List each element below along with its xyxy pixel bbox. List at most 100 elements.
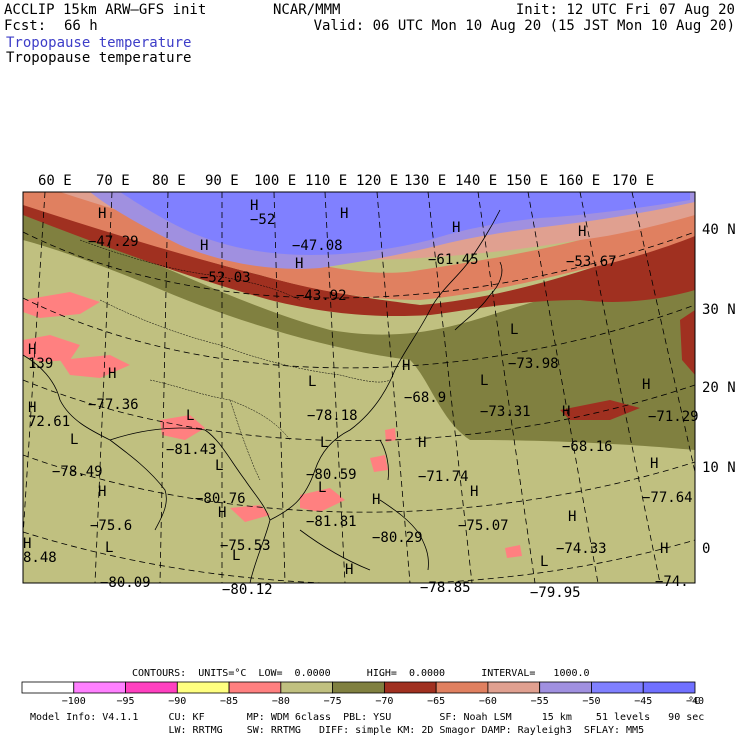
pressure-center-letter: L	[186, 408, 194, 424]
pressure-center-value: −80.29	[372, 530, 423, 546]
colorbar-tick-label: −55	[531, 696, 549, 707]
pressure-center-letter: H	[250, 198, 258, 214]
longitude-label: 160 E	[558, 173, 600, 189]
pressure-center-letter: L	[320, 435, 328, 451]
contour-info: CONTOURS: UNITS=°C LOW= 0.0000 HIGH= 0.0…	[132, 668, 590, 679]
pressure-center-letter: L	[318, 480, 326, 496]
longitude-label: 90 E	[205, 173, 239, 189]
pressure-center-value: −71.74	[418, 469, 469, 485]
center-name: NCAR/MMM	[273, 2, 341, 18]
colorbar-tick-label: −95	[117, 696, 135, 707]
pressure-center-value: −77.64	[642, 490, 693, 506]
latitude-label: 20 N	[702, 380, 736, 396]
pressure-center-letter: H	[418, 435, 426, 451]
colorbar-swatch	[176, 681, 230, 694]
model-info-line-2: LW: RRTMG SW: RRTMG DIFF: simple KM: 2D …	[30, 725, 645, 736]
valid-time: Valid: 06 UTC Mon 10 Aug 20 (15 JST Mon …	[313, 18, 735, 34]
pressure-center-value: −61.45	[428, 252, 479, 268]
pressure-center-value: −78.18	[307, 408, 358, 424]
pressure-center-letter: H	[578, 224, 586, 240]
pressure-center-value: −73.31	[480, 404, 531, 420]
longitude-label: 140 E	[455, 173, 497, 189]
pressure-center-value: −68.16	[562, 439, 613, 455]
pressure-center-letter: H	[295, 256, 303, 272]
colorbar-swatch	[125, 681, 178, 694]
pressure-center-letter: H	[372, 492, 380, 508]
colorbar-swatch	[591, 681, 644, 694]
pressure-center-letter: H	[340, 206, 348, 222]
colorbar-tick-label: −80	[272, 696, 290, 707]
lat-lon-grid	[23, 192, 695, 583]
init-time: Init: 12 UTC Fri 07 Aug 20	[515, 2, 735, 18]
colorbar-swatch	[280, 681, 334, 694]
pressure-center-value: 8.48	[23, 550, 57, 566]
pressure-center-value: −80.12	[222, 582, 273, 598]
pressure-center-value: 72.61	[28, 414, 70, 430]
colorbar-swatch	[73, 681, 126, 694]
pressure-center-value: −78.85	[420, 580, 471, 596]
longitude-label: 150 E	[506, 173, 548, 189]
colorbar-swatch	[487, 681, 541, 694]
pressure-center-value: −78.49	[52, 464, 103, 480]
longitude-label: 170 E	[612, 173, 654, 189]
model-info-line-1: Model Info: V4.1.1 CU: KF MP: WDM 6class…	[30, 712, 705, 723]
pressure-center-value: −75.6	[90, 518, 132, 534]
longitude-label: 60 E	[38, 173, 72, 189]
pressure-center-letter: H	[98, 484, 106, 500]
longitude-labels: 60 E 70 E 80 E 90 E 100 E 110 E 120 E 130 E 140 …	[38, 173, 654, 189]
pressure-center-letter: H	[108, 366, 116, 382]
pressure-center-letter: H	[28, 400, 36, 416]
pressure-center-letter: H	[642, 377, 650, 393]
pressure-center-value: −43.92	[296, 288, 347, 304]
colorbar-unit: °C	[688, 696, 700, 707]
colorbar-labels: −100 −95 −90 −85 −80 −75 −70 −65 −60 −55 −50 −45 −40	[62, 696, 704, 707]
pressure-center-letter: H	[470, 484, 478, 500]
pressure-center-value: −52	[250, 212, 275, 228]
longitude-label: 130 E	[404, 173, 446, 189]
pressure-center-letter: L	[308, 374, 316, 390]
pressure-center-value: −80.09	[100, 575, 151, 591]
pressure-center-letter: H	[562, 404, 570, 420]
pressure-center-letter: H	[98, 206, 106, 222]
pressure-center-letter: H	[345, 562, 353, 578]
pressure-center-letter: H	[660, 541, 668, 557]
colorbar-swatch	[435, 681, 489, 694]
field-title-shaded: Tropopause temperature	[6, 35, 192, 51]
pressure-center-letter: L	[510, 322, 518, 338]
colorbar-tick-label: −40	[686, 696, 704, 707]
pressure-center-letter: L	[540, 554, 548, 570]
pressure-center-letter: L	[105, 540, 113, 556]
pressure-center-value: −81.43	[166, 442, 217, 458]
pressure-center-letter: H	[568, 509, 576, 525]
pressure-center-letter: H	[23, 536, 31, 552]
longitude-label: 80 E	[152, 173, 186, 189]
pressure-center-letter: H	[28, 342, 36, 358]
latitude-labels: 40 N 30 N 20 N 10 N 0	[702, 222, 736, 557]
country-borders	[79, 239, 391, 481]
colorbar-tick-label: −90	[168, 696, 186, 707]
longitude-label: 120 E	[356, 173, 398, 189]
pressure-center-value: −47.08	[292, 238, 343, 254]
latitude-label: 30 N	[702, 302, 736, 318]
pressure-center-value: 139	[28, 356, 53, 372]
latitude-label: 0	[702, 541, 710, 557]
colorbar-tick-label: −70	[375, 696, 393, 707]
forecast-label: Fcst:	[4, 18, 47, 34]
pressure-center-value: −80.59	[306, 467, 357, 483]
pressure-center-value: −81.81	[306, 514, 357, 530]
pressure-center-value: −75.07	[458, 518, 509, 534]
pressure-center-value: −68.9	[404, 390, 446, 406]
pressure-center-letter: L	[215, 458, 223, 474]
colorbar-tick-label: −50	[582, 696, 600, 707]
pressure-center-value: −53.67	[566, 254, 617, 270]
pressure-center-value: −75.53	[220, 538, 271, 554]
pressure-center-value: −52.03	[200, 270, 251, 286]
pressure-center-value: −74.	[655, 574, 689, 590]
colorbar-swatch	[642, 681, 696, 694]
colorbar-swatch	[383, 681, 437, 694]
field-title-contour: Tropopause temperature	[6, 50, 192, 66]
pressure-center-value: −73.98	[508, 356, 559, 372]
longitude-label: 70 E	[96, 173, 130, 189]
pressure-center-value: −71.29	[648, 409, 699, 425]
